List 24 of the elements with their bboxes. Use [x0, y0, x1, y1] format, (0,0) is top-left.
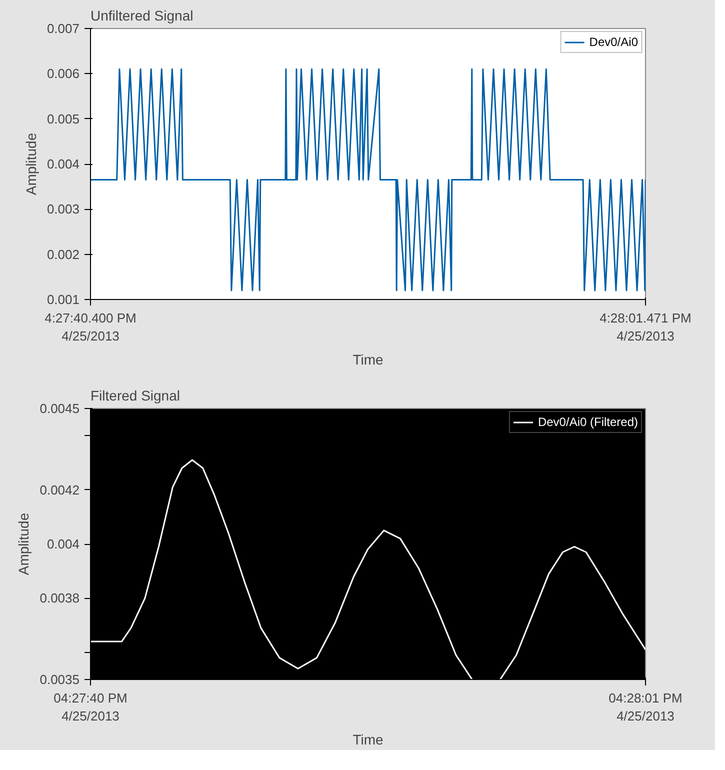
x-axis-title: Time: [352, 352, 384, 368]
x-tick-label: 4:27:40.400 PM 4/25/2013: [44, 310, 136, 344]
y-tick-label: 0.006: [46, 66, 80, 82]
y-tick-label: 0.0035: [40, 672, 80, 687]
y-tick-label: 0.007: [46, 21, 80, 36]
x-axis-title: Time: [352, 732, 384, 748]
x-tick-label: 04:28:01 PM 4/25/2013: [608, 690, 682, 724]
y-tick-label: 0.005: [46, 111, 80, 126]
y-tick-label: 0.0042: [40, 482, 80, 498]
y-tick-label: 0.004: [46, 156, 80, 172]
y-axis-title: Amplitude: [22, 132, 39, 196]
chart-title: Filtered Signal: [90, 388, 180, 404]
y-tick-label: 0.0038: [40, 590, 80, 606]
y-tick-label: 0.001: [46, 292, 80, 307]
chart-title: Unfiltered Signal: [90, 8, 194, 24]
y-tick-label: 0.003: [46, 202, 80, 217]
legend-label: Dev0/Ai0 (Filtered): [538, 415, 638, 429]
x-tick-label: 04:27:40 PM 4/25/2013: [54, 690, 128, 724]
y-tick-label: 0.0045: [40, 401, 80, 416]
legend-label: Dev0/Ai0: [589, 35, 638, 49]
y-tick-label: 0.004: [46, 536, 80, 552]
y-axis-title: Amplitude: [16, 512, 32, 576]
y-tick-label: 0.002: [46, 246, 80, 262]
x-tick-label: 4:28:01.471 PM 4/25/2013: [600, 310, 692, 344]
